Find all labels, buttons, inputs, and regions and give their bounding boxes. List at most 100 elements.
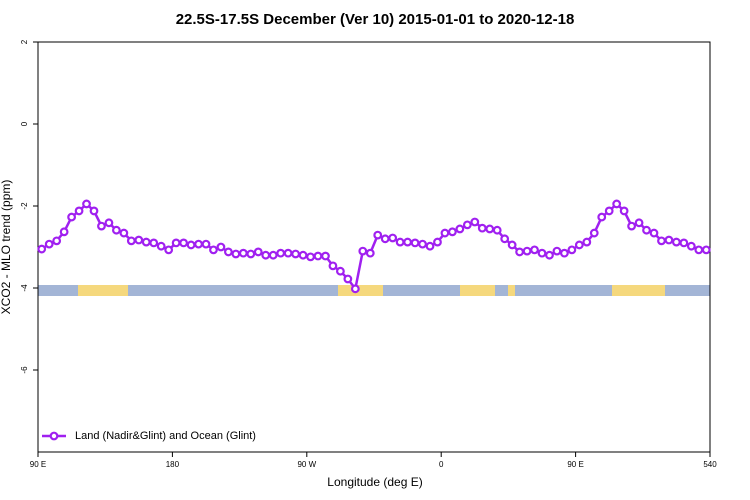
y-tick-label: -4 — [20, 284, 29, 292]
chart-title: 22.5S-17.5S December (Ver 10) 2015-01-01… — [176, 11, 575, 28]
data-point — [89, 206, 99, 216]
data-point — [433, 237, 442, 247]
data-point — [321, 251, 330, 261]
data-point — [52, 236, 62, 246]
data-point — [589, 228, 599, 238]
data-point — [74, 206, 84, 216]
data-point — [679, 238, 689, 248]
data-point — [537, 248, 547, 258]
data-point — [149, 238, 159, 248]
data-point — [306, 252, 315, 262]
data-point — [552, 246, 562, 256]
data-point — [179, 238, 189, 248]
data-point — [44, 239, 54, 249]
data-point — [657, 236, 666, 246]
data-point — [268, 250, 278, 260]
series-line — [41, 202, 707, 292]
x-tick-label: 90 E — [30, 460, 46, 469]
data-point — [492, 225, 502, 235]
data-point — [119, 228, 129, 238]
data-point — [291, 249, 301, 259]
data-point — [448, 227, 457, 237]
data-point — [238, 248, 248, 258]
data-point — [373, 230, 383, 240]
data-point — [67, 212, 76, 222]
data-point — [283, 248, 293, 258]
x-tick-label: 90 W — [297, 460, 316, 469]
data-point — [612, 199, 622, 209]
data-point — [194, 239, 203, 249]
x-tick-label: 0 — [439, 460, 444, 469]
data-point — [253, 247, 263, 257]
data-point — [186, 240, 196, 250]
data-point — [462, 220, 472, 230]
data-point — [604, 206, 614, 216]
data-point — [627, 221, 636, 231]
data-point — [545, 250, 554, 260]
data-point — [418, 239, 427, 249]
data-point — [201, 239, 211, 249]
data-point — [365, 248, 375, 258]
data-point — [246, 249, 256, 259]
y-axis-label: XCO2 - MLO trend (ppm) — [0, 180, 13, 315]
data-point — [164, 245, 174, 255]
data-point — [425, 241, 435, 251]
data-point — [649, 228, 659, 238]
data-point — [597, 212, 607, 222]
data-point — [328, 261, 338, 271]
land-band — [338, 285, 383, 296]
data-point — [231, 249, 241, 259]
data-point — [619, 206, 629, 216]
data-point — [664, 235, 674, 245]
data-point — [515, 247, 524, 257]
data-point — [261, 250, 271, 260]
data-point — [567, 245, 577, 255]
data-point — [380, 234, 390, 244]
land-band — [612, 285, 665, 296]
data-point — [410, 238, 420, 248]
data-point — [522, 246, 532, 256]
legend-marker — [49, 431, 59, 441]
data-point — [634, 218, 644, 228]
data-point — [477, 223, 487, 233]
data-point — [216, 242, 226, 252]
data-point — [171, 238, 181, 248]
y-tick-label: 0 — [20, 121, 29, 126]
data-point — [276, 248, 286, 258]
data-point — [126, 236, 136, 246]
data-point — [672, 237, 681, 247]
land-band — [78, 285, 128, 296]
data-point — [358, 246, 368, 256]
data-point — [642, 225, 651, 235]
data-point — [104, 218, 114, 228]
y-tick-label: -6 — [20, 366, 29, 374]
legend-label: Land (Nadir&Glint) and Ocean (Glint) — [75, 430, 256, 442]
data-point — [37, 244, 47, 254]
data-point — [156, 241, 166, 251]
data-point — [500, 234, 510, 244]
data-point — [350, 284, 360, 294]
data-point — [97, 221, 106, 231]
data-point — [582, 237, 592, 247]
x-tick-label: 90 E — [567, 460, 583, 469]
data-point — [403, 237, 413, 247]
data-point — [694, 245, 704, 255]
data-point — [313, 251, 323, 261]
data-point — [141, 237, 151, 247]
data-point — [701, 245, 711, 255]
data-point — [440, 228, 450, 238]
data-point — [388, 233, 398, 243]
land-band — [460, 285, 495, 296]
data-point — [336, 266, 345, 276]
x-tick-label: 540 — [703, 460, 717, 469]
data-point — [470, 217, 480, 227]
data-point — [343, 274, 353, 284]
data-point — [507, 240, 517, 250]
data-point — [560, 248, 569, 258]
data-point — [134, 235, 144, 245]
data-point — [455, 224, 465, 234]
data-point — [485, 224, 495, 234]
x-axis-label: Longitude (deg E) — [327, 475, 422, 489]
data-point — [395, 237, 405, 247]
